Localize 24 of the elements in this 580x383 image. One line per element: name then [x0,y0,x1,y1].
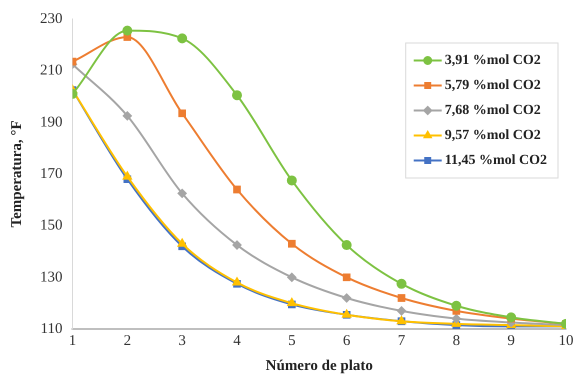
x-tick-label: 10 [558,332,574,349]
y-tick-label: 190 [40,114,62,130]
y-tick-label: 170 [40,166,62,182]
x-tick-label: 8 [452,332,460,349]
legend-label: 5,79 %mol CO2 [444,78,541,94]
y-tick-label: 230 [40,10,62,27]
x-tick-label: 2 [124,332,132,349]
x-tick-label: 1 [68,332,76,349]
legend-label: 9,57 %mol CO2 [444,128,541,144]
x-tick-label: 4 [233,332,242,349]
x-tick-label: 9 [507,332,515,349]
x-tick-label: 3 [178,332,186,349]
x-axis-title: Número de plato [266,358,373,374]
x-tick-label: 5 [288,332,296,349]
x-tick-label: 7 [398,332,406,349]
legend-label: 3,91 %mol CO2 [444,53,541,68]
y-tick-label: 150 [40,218,62,234]
x-tick-label: 6 [342,332,351,349]
legend-label: 11,45 %mol CO2 [444,153,547,168]
y-tick-label: 110 [40,320,62,337]
y-axis-title: Temperatura, °F [8,120,25,228]
y-tick-label: 210 [40,62,62,79]
y-tick-label: 130 [40,269,62,286]
legend-label: 7,68 %mol CO2 [444,103,541,118]
